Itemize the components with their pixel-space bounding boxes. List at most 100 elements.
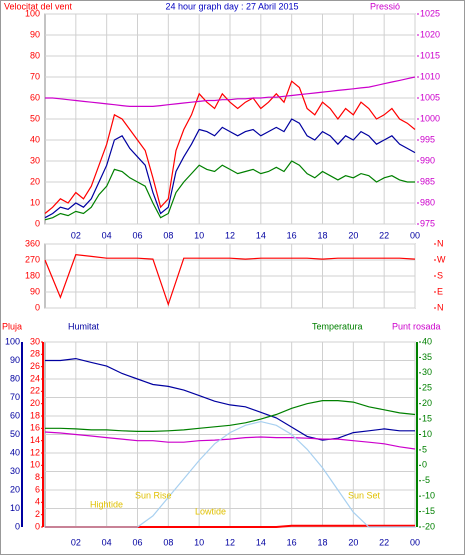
y-tick-label: 4 xyxy=(35,497,40,507)
y-tick-label: 6 xyxy=(35,484,40,494)
y-tick-label: 0 xyxy=(35,302,40,312)
y-tick-label: 0 xyxy=(15,521,20,531)
annotation: Hightide xyxy=(90,499,123,509)
y-tick-label: 30 xyxy=(30,336,40,346)
x-tick-label: 18 xyxy=(317,537,327,547)
y-tick-label: 24 xyxy=(30,373,40,383)
x-tick-label: 12 xyxy=(225,537,235,547)
y-tick-label: 15 xyxy=(422,413,432,423)
series-line xyxy=(44,160,415,221)
x-tick-label: 10 xyxy=(194,230,204,240)
x-tick-label: 18 xyxy=(317,230,327,240)
y-tick-label: 16 xyxy=(30,423,40,433)
x-tick-label: 10 xyxy=(194,537,204,547)
y-tick-label: 90 xyxy=(10,355,20,365)
legend-label: Temperatura xyxy=(312,321,363,331)
y-tick-label: 10 xyxy=(30,197,40,207)
chart-title: 24 hour graph day : 27 Abril 2015 xyxy=(165,1,298,11)
y-tick-label: 10 xyxy=(10,503,20,513)
y-tick-label: 50 xyxy=(30,113,40,123)
legend-label: Punt rosada xyxy=(392,321,441,331)
x-tick-label: 06 xyxy=(132,537,142,547)
y-tick-label: 0 xyxy=(35,521,40,531)
y-tick-label: 60 xyxy=(30,92,40,102)
y-tick-label: -15 xyxy=(422,506,435,516)
y-tick-label: 0 xyxy=(422,460,427,470)
y-tick-label: 60 xyxy=(10,410,20,420)
series-line xyxy=(45,400,416,432)
series-line xyxy=(44,254,416,307)
x-tick-label: 04 xyxy=(102,230,112,240)
y-tick-label: 50 xyxy=(10,429,20,439)
y-tick-label: 990 xyxy=(420,155,435,165)
x-tick-label: 14 xyxy=(256,230,266,240)
x-tick-label: 12 xyxy=(225,230,235,240)
y-tick-label: 30 xyxy=(30,155,40,165)
y-tick-label: 26 xyxy=(30,361,40,371)
legend-label: Humitat xyxy=(68,321,100,331)
series-line xyxy=(44,431,416,450)
x-tick-label: 16 xyxy=(287,537,297,547)
x-tick-label: 20 xyxy=(348,537,358,547)
y-tick-label: 80 xyxy=(30,50,40,60)
y-tick-label: -10 xyxy=(422,491,435,501)
pressure-label: Pressió xyxy=(370,1,400,11)
y-tick-label: 980 xyxy=(420,197,435,207)
annotation: Sun Rise xyxy=(135,490,172,500)
y-tick-label: 12 xyxy=(30,447,40,457)
x-tick-label: 08 xyxy=(163,537,173,547)
y-tick-label: 1025 xyxy=(420,8,440,18)
x-tick-label: 00 xyxy=(410,537,420,547)
series-line xyxy=(45,357,415,441)
y-tick-label: E xyxy=(437,286,443,296)
y-tick-label: 1020 xyxy=(420,29,440,39)
x-tick-label: 16 xyxy=(287,230,297,240)
y-tick-label: -5 xyxy=(422,475,430,485)
y-tick-label: 180 xyxy=(25,270,40,280)
y-tick-label: 270 xyxy=(25,254,40,264)
legend-label: Pluja xyxy=(2,321,22,331)
y-tick-label: 1000 xyxy=(420,113,440,123)
y-tick-label: 8 xyxy=(35,472,40,482)
y-tick-label: 90 xyxy=(30,29,40,39)
y-tick-label: 90 xyxy=(30,286,40,296)
x-tick-label: 08 xyxy=(163,230,173,240)
y-tick-label: 40 xyxy=(422,336,432,346)
y-tick-label: 40 xyxy=(30,134,40,144)
y-tick-label: 1010 xyxy=(420,71,440,81)
x-tick-label: 14 xyxy=(256,537,266,547)
y-tick-label: 25 xyxy=(422,383,432,393)
y-tick-label: N xyxy=(437,238,444,248)
y-tick-label: S xyxy=(437,270,443,280)
y-tick-label: W xyxy=(437,254,446,264)
y-tick-label: 18 xyxy=(30,410,40,420)
x-tick-label: 00 xyxy=(410,230,420,240)
y-tick-label: -20 xyxy=(422,521,435,531)
y-tick-label: 22 xyxy=(30,386,40,396)
x-tick-label: 22 xyxy=(379,537,389,547)
y-tick-label: 0 xyxy=(35,218,40,228)
y-tick-label: 20 xyxy=(30,176,40,186)
y-tick-label: 20 xyxy=(30,398,40,408)
y-tick-label: 2 xyxy=(35,509,40,519)
y-tick-label: 10 xyxy=(30,460,40,470)
y-tick-label: 28 xyxy=(30,349,40,359)
y-tick-label: 10 xyxy=(422,429,432,439)
x-tick-label: 20 xyxy=(348,230,358,240)
y-tick-label: 360 xyxy=(25,238,40,248)
y-tick-label: 70 xyxy=(10,392,20,402)
y-tick-label: 5 xyxy=(422,444,427,454)
y-tick-label: 30 xyxy=(422,367,432,377)
y-tick-label: 100 xyxy=(25,8,40,18)
y-tick-label: 70 xyxy=(30,71,40,81)
series-line xyxy=(45,420,415,528)
annotation: Lowtide xyxy=(195,506,226,516)
y-tick-label: 40 xyxy=(10,447,20,457)
y-tick-label: N xyxy=(437,302,444,312)
y-tick-label: 975 xyxy=(420,218,435,228)
x-tick-label: 06 xyxy=(132,230,142,240)
y-tick-label: 80 xyxy=(10,373,20,383)
y-tick-label: 995 xyxy=(420,134,435,144)
series-line xyxy=(44,118,416,219)
